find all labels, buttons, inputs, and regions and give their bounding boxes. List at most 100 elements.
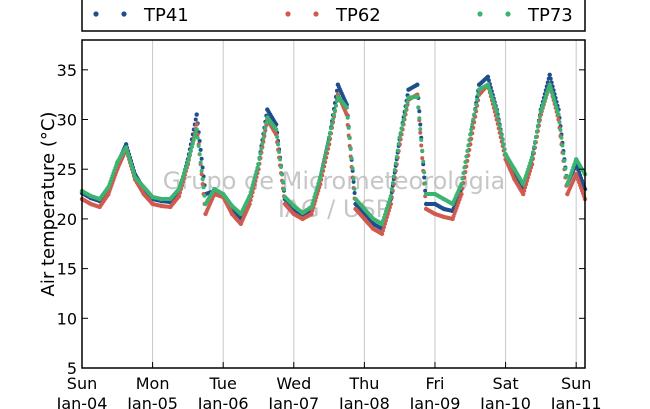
data-point-interp [381, 218, 386, 223]
data-point-interp [418, 122, 423, 127]
x-axis: SunJan-04MonJan-05TueJan-06WedJan-07ThuJ… [56, 362, 602, 409]
data-point-interp [463, 160, 468, 165]
data-point-interp [381, 225, 386, 230]
data-point-interp [555, 109, 560, 114]
data-point-interp [311, 198, 316, 203]
data-point-interp [261, 136, 266, 141]
data-point-interp [125, 148, 130, 153]
data-point-interp [278, 157, 283, 162]
data-point [247, 193, 252, 199]
data-point [123, 145, 129, 150]
data-point-interp [474, 102, 479, 107]
data-point-interp [199, 156, 204, 161]
y-tick-label: 30 [57, 111, 77, 130]
data-point-interp [419, 143, 424, 148]
data-point-interp [500, 138, 505, 143]
x-tick-day: Tue [209, 374, 237, 393]
data-point-interp [183, 165, 188, 170]
data-point-interp [264, 120, 269, 125]
data-point-interp [405, 100, 410, 105]
data-point [247, 201, 252, 207]
data-point-interp [351, 176, 356, 181]
data-point-interp [564, 174, 569, 179]
data-point-interp [182, 168, 187, 173]
data-point [256, 162, 261, 167]
data-point-interp [351, 179, 356, 184]
data-point-interp [467, 137, 472, 142]
data-point-interp [461, 171, 466, 176]
data-point-interp [422, 170, 427, 175]
data-point-interp [471, 117, 476, 122]
data-point-interp [325, 144, 330, 149]
data-point-interp [187, 152, 192, 157]
data-point-interp [348, 146, 353, 151]
data-point [344, 112, 349, 117]
data-point-interp [328, 130, 333, 135]
data-point-interp [391, 174, 396, 179]
data-point-interp [383, 218, 388, 223]
data-point-interp [549, 89, 554, 94]
data-point-interp [181, 171, 186, 176]
data-point-interp [279, 165, 284, 170]
data-point-interp [277, 149, 282, 154]
data-point-interp [250, 183, 255, 188]
x-tick-day: Sat [492, 374, 518, 393]
data-point-interp [537, 114, 542, 119]
data-point-interp [386, 200, 391, 205]
data-point-interp [193, 117, 198, 122]
data-point [415, 82, 420, 87]
data-point-interp [398, 130, 403, 135]
data-point [318, 174, 323, 180]
data-point-interp [552, 99, 557, 104]
data-point-interp [416, 105, 421, 110]
data-point-interp [532, 140, 537, 145]
data-point-interp [352, 186, 357, 191]
data-point [459, 191, 464, 197]
data-point-interp [130, 168, 135, 173]
data-point [326, 135, 332, 140]
data-point-interp [473, 107, 478, 112]
data-point-interp [326, 139, 331, 144]
data-point-interp [522, 188, 527, 193]
data-point [521, 191, 526, 197]
data-point-interp [321, 161, 326, 166]
data-point-interp [536, 119, 541, 124]
data-point-interp [197, 139, 202, 144]
data-point-interp [251, 179, 256, 184]
data-point [556, 112, 561, 117]
data-point-interp [418, 130, 423, 135]
data-point-interp [551, 95, 556, 100]
data-point-interp [314, 188, 319, 193]
data-point-interp [131, 171, 136, 176]
data-point-interp [179, 180, 184, 185]
y-tick-label: 10 [57, 309, 77, 328]
data-point-interp [258, 151, 263, 156]
data-point [379, 231, 385, 237]
data-point-interp [257, 157, 262, 162]
data-point-interp [254, 169, 259, 174]
data-point-interp [128, 158, 133, 163]
data-point-interp [417, 116, 422, 121]
data-point-interp [548, 86, 553, 91]
y-tick-label: 35 [57, 61, 77, 80]
data-point-interp [385, 203, 390, 208]
data-point-interp [401, 117, 406, 122]
x-tick-day: Thu [348, 374, 379, 393]
data-point-interp [559, 135, 564, 140]
y-tick-label: 20 [57, 210, 77, 229]
data-point-interp [323, 153, 328, 158]
data-point-interp [197, 152, 202, 157]
data-point-interp [553, 102, 558, 107]
data-point-interp [381, 228, 386, 233]
data-point-interp [464, 154, 469, 159]
x-tick-day: Sun [67, 374, 97, 393]
data-point-interp [562, 158, 567, 163]
legend-marker [505, 11, 511, 17]
legend-box [81, 0, 586, 32]
data-point-interp [548, 76, 553, 81]
data-point-interp [383, 209, 388, 214]
x-tick-day: Sun [561, 374, 591, 393]
x-tick-label: Jan-08 [338, 394, 390, 409]
data-point-interp [330, 121, 335, 126]
data-point-interp [420, 156, 425, 161]
